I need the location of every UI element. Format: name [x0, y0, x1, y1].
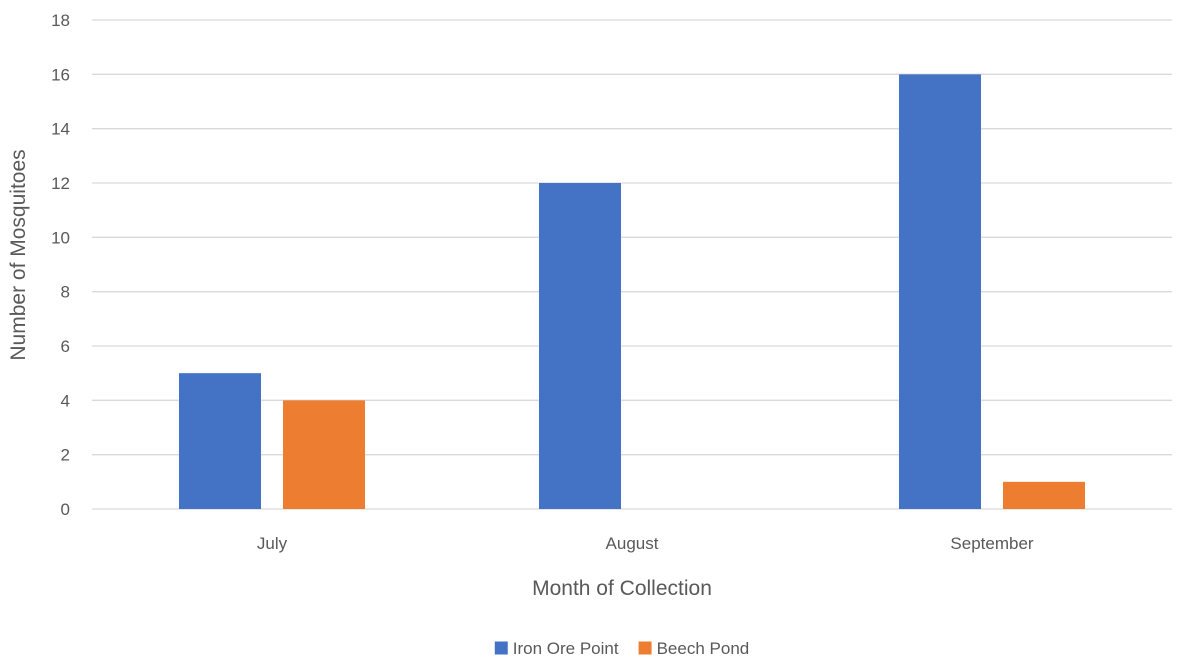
bar-iron-ore-point-september: [899, 74, 981, 509]
bar-iron-ore-point-july: [179, 373, 261, 509]
bar-beech-pond-july: [283, 400, 365, 509]
x-tick-label: July: [257, 534, 288, 553]
y-tick-label: 2: [61, 446, 70, 465]
legend-label: Iron Ore Point: [513, 639, 619, 658]
x-tick-label: September: [950, 534, 1033, 553]
y-tick-label: 6: [61, 337, 70, 356]
y-tick-label: 4: [61, 391, 70, 410]
bar-beech-pond-september: [1003, 481, 1085, 509]
legend-swatch: [638, 641, 652, 655]
legend: Iron Ore Point Beech Pond: [494, 639, 750, 658]
y-tick-label: 12: [51, 174, 70, 193]
y-axis-ticks: 0 2 4 6 8 10 12 14 16 18: [51, 11, 70, 519]
bar-iron-ore-point-august: [539, 183, 621, 509]
legend-label: Beech Pond: [657, 639, 750, 658]
y-tick-label: 14: [51, 120, 70, 139]
x-axis-ticks: July August September: [257, 534, 1034, 553]
legend-swatch: [494, 641, 508, 655]
y-tick-label: 8: [61, 283, 70, 302]
y-tick-label: 0: [61, 500, 70, 519]
x-axis-title: Month of Collection: [532, 577, 712, 600]
y-axis-title: Number of Mosquitoes: [7, 149, 30, 360]
gridlines: [92, 19, 1172, 510]
y-tick-label: 16: [51, 65, 70, 84]
x-tick-label: August: [606, 534, 659, 553]
bars: [179, 74, 1085, 509]
y-tick-label: 18: [51, 11, 70, 30]
y-tick-label: 10: [51, 228, 70, 247]
